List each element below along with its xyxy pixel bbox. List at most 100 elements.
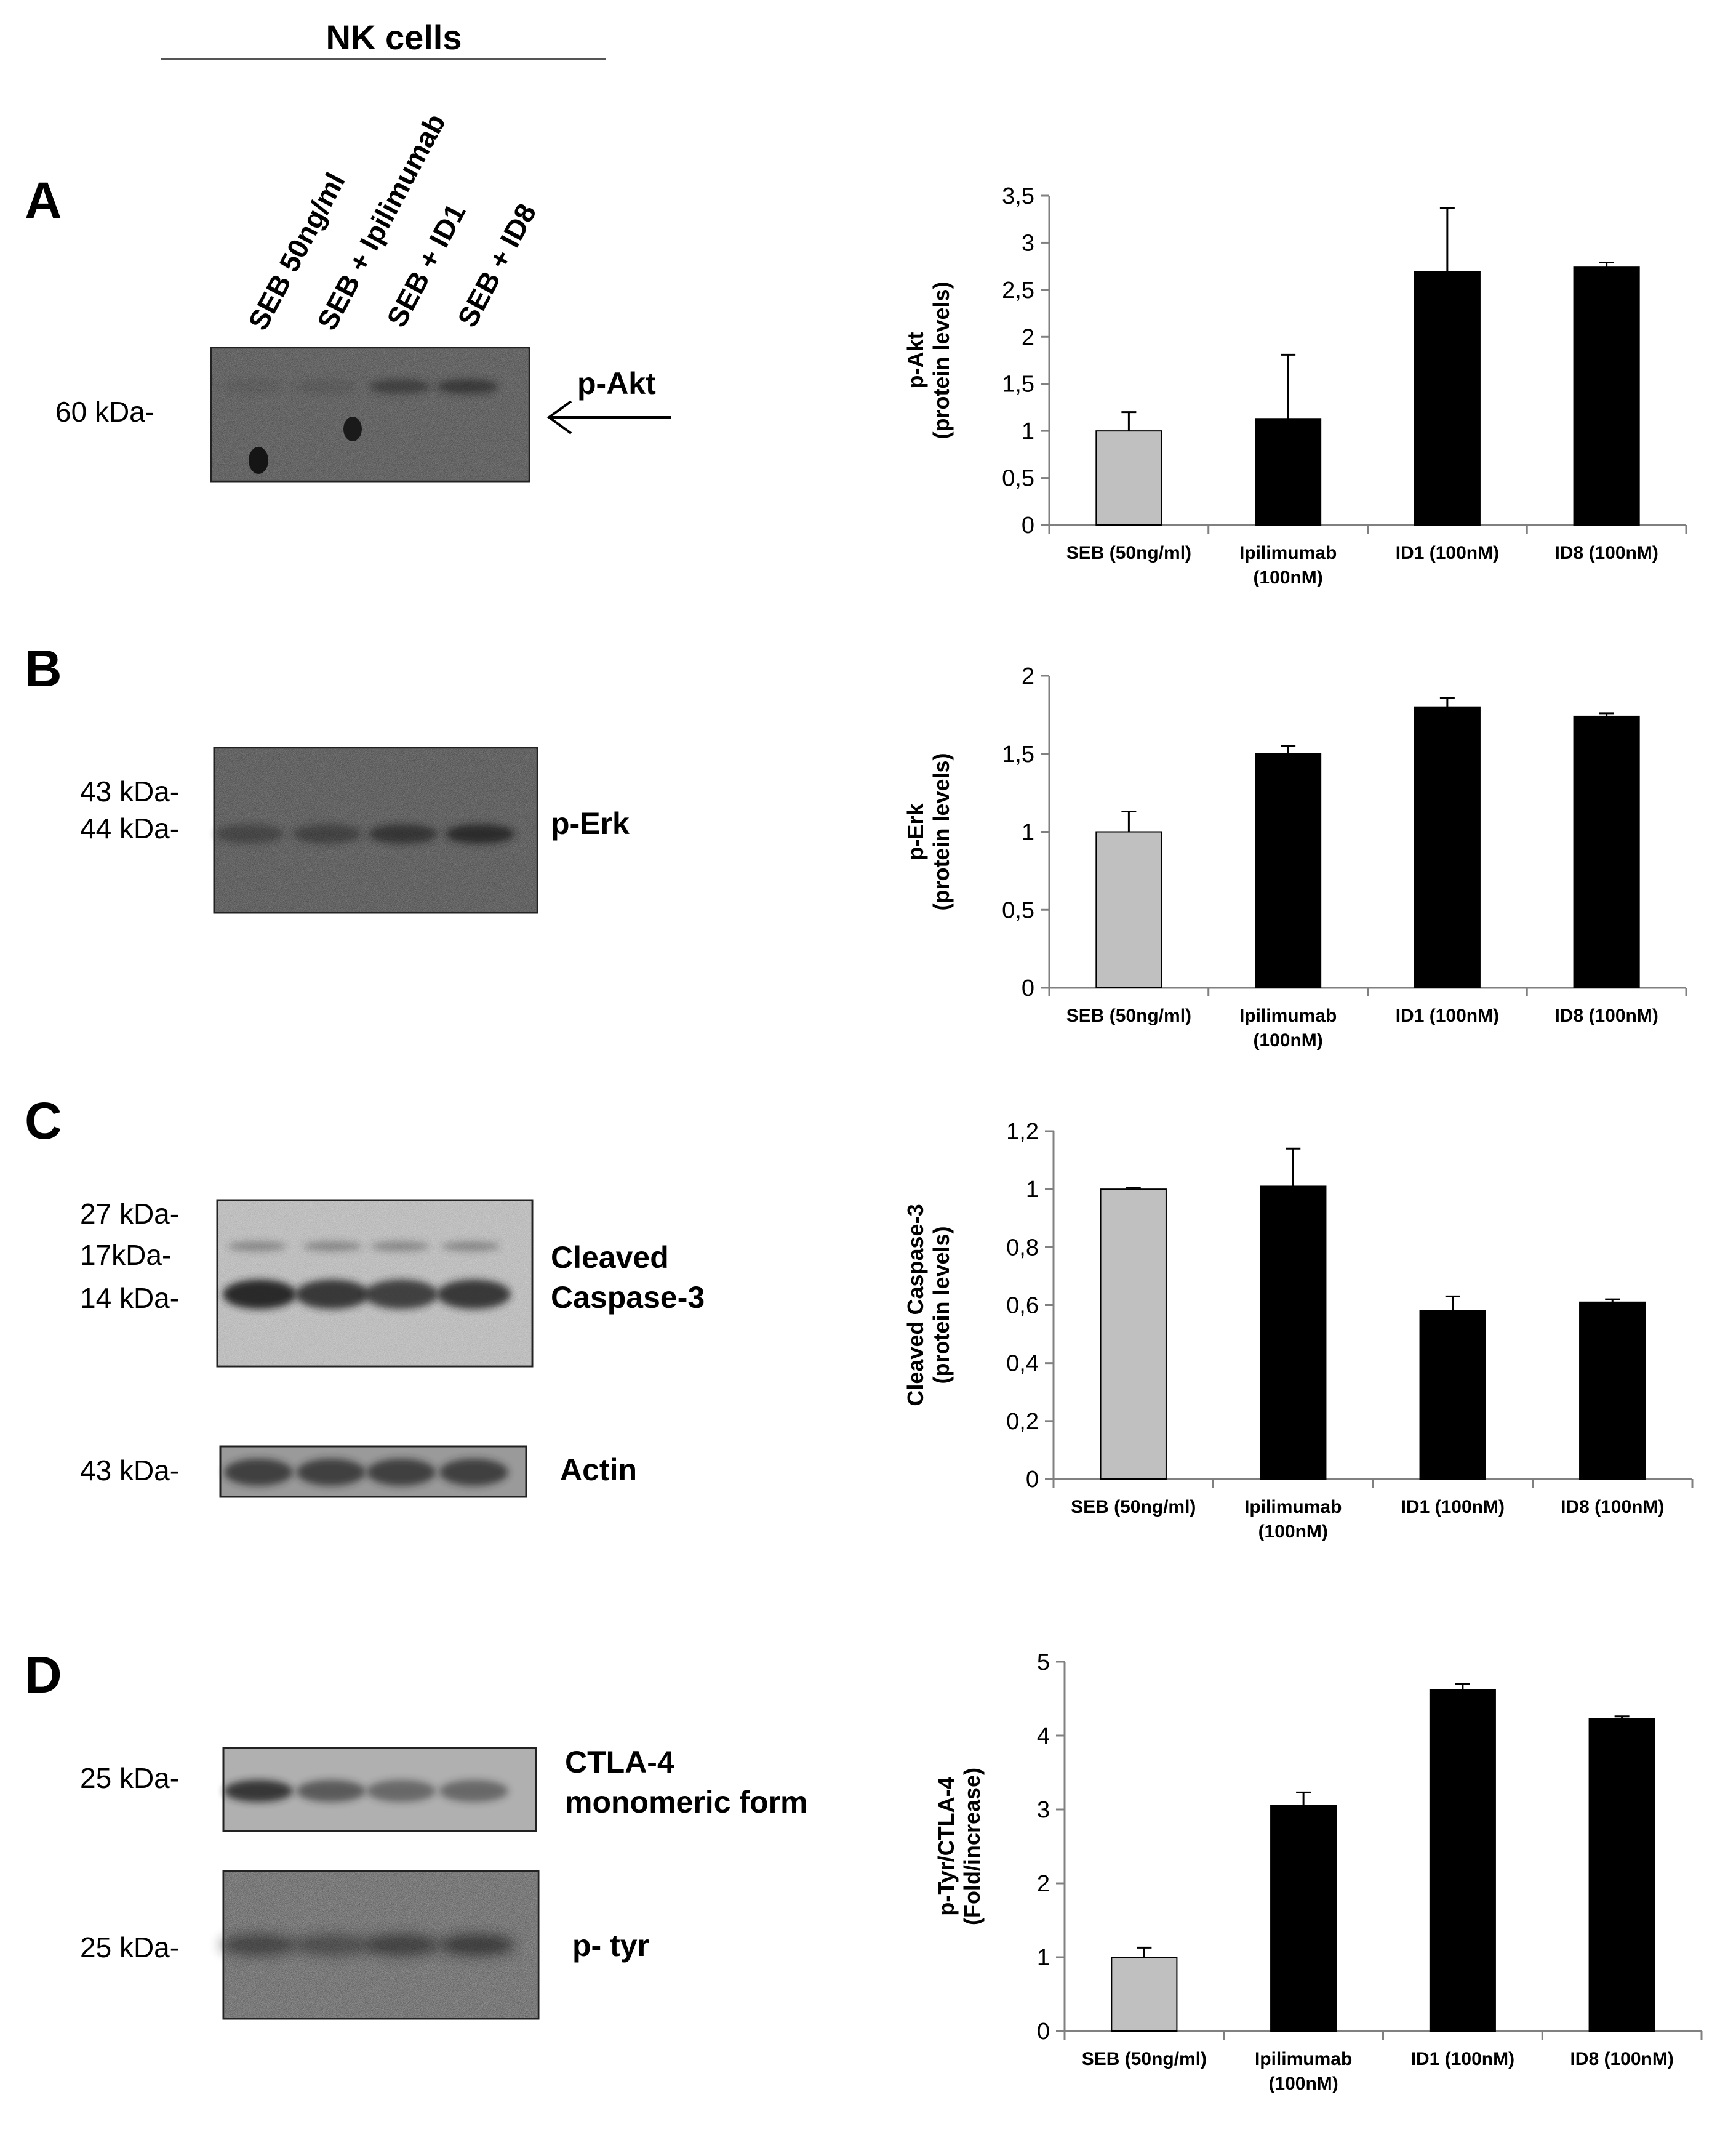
y-axis-label: (protein levels) — [929, 753, 954, 910]
blot-a — [210, 347, 530, 483]
blot-c — [216, 1199, 534, 1368]
band-lane-4 — [439, 1459, 508, 1486]
band-lane-2 — [295, 379, 357, 394]
blot-a-target-label: p-Akt — [577, 366, 656, 401]
blot-b-marker-2: 44 kDa- — [80, 812, 179, 844]
y-tick-label: 2 — [1037, 1871, 1050, 1897]
blot-d-ctla4 — [222, 1747, 537, 1832]
x-category-label: SEB (50ng/ml) — [1082, 2049, 1207, 2069]
band-lane-1 — [220, 1934, 297, 1956]
blot-a-spot-1 — [249, 447, 268, 474]
band-lane-1 — [222, 379, 283, 394]
x-category-label: (100nM) — [1258, 1521, 1328, 1542]
x-category-label: ID1 (100nM) — [1411, 2049, 1514, 2069]
bar — [1095, 831, 1162, 988]
bar — [1260, 1185, 1327, 1480]
band-lane-4 — [437, 1280, 511, 1309]
x-category-label: Ipilimumab — [1239, 543, 1337, 563]
y-axis-label: p-Tyr/CTLA-4 — [934, 1777, 959, 1915]
blot-c-target-label-2: Caspase-3 — [551, 1280, 705, 1315]
band-lane-2 — [293, 824, 362, 844]
band-lane-4 — [437, 379, 498, 394]
blot-b-bands — [215, 824, 514, 844]
blot-a-spot-2 — [343, 417, 362, 441]
band-lane-2 — [297, 1459, 366, 1486]
bar — [1270, 1805, 1337, 2032]
y-tick-label: 2 — [1022, 663, 1034, 689]
blot-a-bands — [222, 379, 498, 394]
band-lane-1 — [224, 1780, 293, 1802]
bar — [1573, 715, 1640, 989]
x-category-label: Ipilimumab — [1244, 1497, 1342, 1517]
y-tick-label: 2 — [1022, 324, 1034, 350]
blot-a-marker: 60 kDa- — [55, 396, 154, 428]
y-tick-label: 0,5 — [1002, 897, 1034, 923]
band-lane-4 — [439, 1780, 508, 1802]
blot-b-target-label: p-Erk — [551, 806, 630, 841]
blot-d-ptyr — [220, 1870, 540, 2020]
y-tick-label: 0,4 — [1006, 1351, 1039, 1377]
blot-c-actin-marker: 43 kDa- — [80, 1454, 179, 1486]
band-lane-3 — [369, 379, 431, 394]
y-tick-label: 1,5 — [1002, 372, 1034, 398]
blot-c-marker-3: 14 kDa- — [80, 1282, 179, 1314]
blot-c-target-label-1: Cleaved — [551, 1240, 669, 1275]
x-category-label: (100nM) — [1268, 2074, 1338, 2094]
band-lane-4 — [446, 824, 514, 844]
panel-letter-c: C — [25, 1092, 62, 1150]
y-tick-label: 2,5 — [1002, 278, 1034, 303]
bar — [1255, 753, 1322, 988]
blot-c-marker-1: 27 kDa- — [80, 1198, 179, 1230]
band-lane-2 — [293, 1934, 369, 1956]
blot-d-ptyr-label: p- tyr — [572, 1928, 649, 1963]
x-category-label: Ipilimumab — [1255, 2049, 1352, 2069]
x-category-label: ID8 (100nM) — [1561, 1497, 1664, 1517]
y-axis-label: Cleaved Caspase-3 — [903, 1204, 928, 1406]
y-tick-label: 1 — [1022, 820, 1034, 846]
x-category-label: SEB (50ng/ml) — [1066, 1006, 1191, 1026]
bar — [1573, 266, 1640, 526]
y-axis-label: p-Erk — [903, 803, 928, 860]
y-tick-label: 0,2 — [1006, 1409, 1039, 1435]
bar — [1429, 1689, 1496, 2032]
bar — [1414, 706, 1481, 988]
bar — [1588, 1718, 1655, 2032]
bar — [1100, 1188, 1167, 1480]
blot-c-bands — [223, 1241, 511, 1309]
band-lane-3 — [363, 1934, 439, 1956]
x-category-label: SEB (50ng/ml) — [1066, 543, 1191, 563]
x-category-label: SEB (50ng/ml) — [1071, 1497, 1196, 1517]
y-axis-label: (protein levels) — [929, 1226, 954, 1384]
y-tick-label: 1,5 — [1002, 742, 1034, 767]
blot-c-actin — [219, 1445, 527, 1498]
bar — [1579, 1301, 1646, 1480]
y-tick-label: 0 — [1026, 1467, 1039, 1493]
band-lane-1 — [224, 1459, 293, 1486]
x-category-label: ID1 (100nM) — [1396, 1006, 1499, 1026]
panel-letter-b: B — [25, 639, 62, 697]
bar — [1095, 430, 1162, 526]
blot-b-marker-1: 43 kDa- — [80, 775, 179, 808]
x-category-label: Ipilimumab — [1239, 1006, 1337, 1026]
header-title: NK cells — [326, 18, 462, 57]
chart-a: 0 0,5 1 1,5 2 2,5 3 3,5 SEB (50ng/ml) Ipilimumab (… — [903, 183, 1687, 588]
blot-c-actin-label: Actin — [560, 1453, 637, 1487]
x-category-label: ID8 (100nM) — [1570, 2049, 1673, 2069]
y-tick-label: 3,5 — [1002, 183, 1034, 209]
y-axis-label: (Fold/increase) — [959, 1768, 985, 1925]
blot-d-marker-2: 25 kDa- — [80, 1931, 179, 1963]
panel-letter-a: A — [25, 172, 62, 230]
band-upper-lane-3 — [370, 1241, 430, 1251]
blot-d-target-label-2: monomeric form — [565, 1785, 808, 1819]
blot-c-actin-bands — [224, 1459, 508, 1486]
y-tick-label: 0 — [1022, 513, 1034, 539]
y-tick-label: 5 — [1037, 1649, 1050, 1675]
bar — [1419, 1310, 1486, 1480]
x-category-label: ID8 (100nM) — [1554, 543, 1658, 563]
x-category-label: ID1 (100nM) — [1396, 543, 1499, 563]
chart-b: 0 0,5 1 1,5 2 SEB (50ng/ml) Ipilimumab (100nM) I… — [903, 663, 1687, 1051]
y-tick-label: 1 — [1022, 419, 1034, 444]
chart-c: 0 0,2 0,4 0,6 0,8 1 1,2 SEB (50ng/ml) Ipilimumab… — [903, 1119, 1694, 1542]
band-lane-1 — [223, 1280, 297, 1309]
